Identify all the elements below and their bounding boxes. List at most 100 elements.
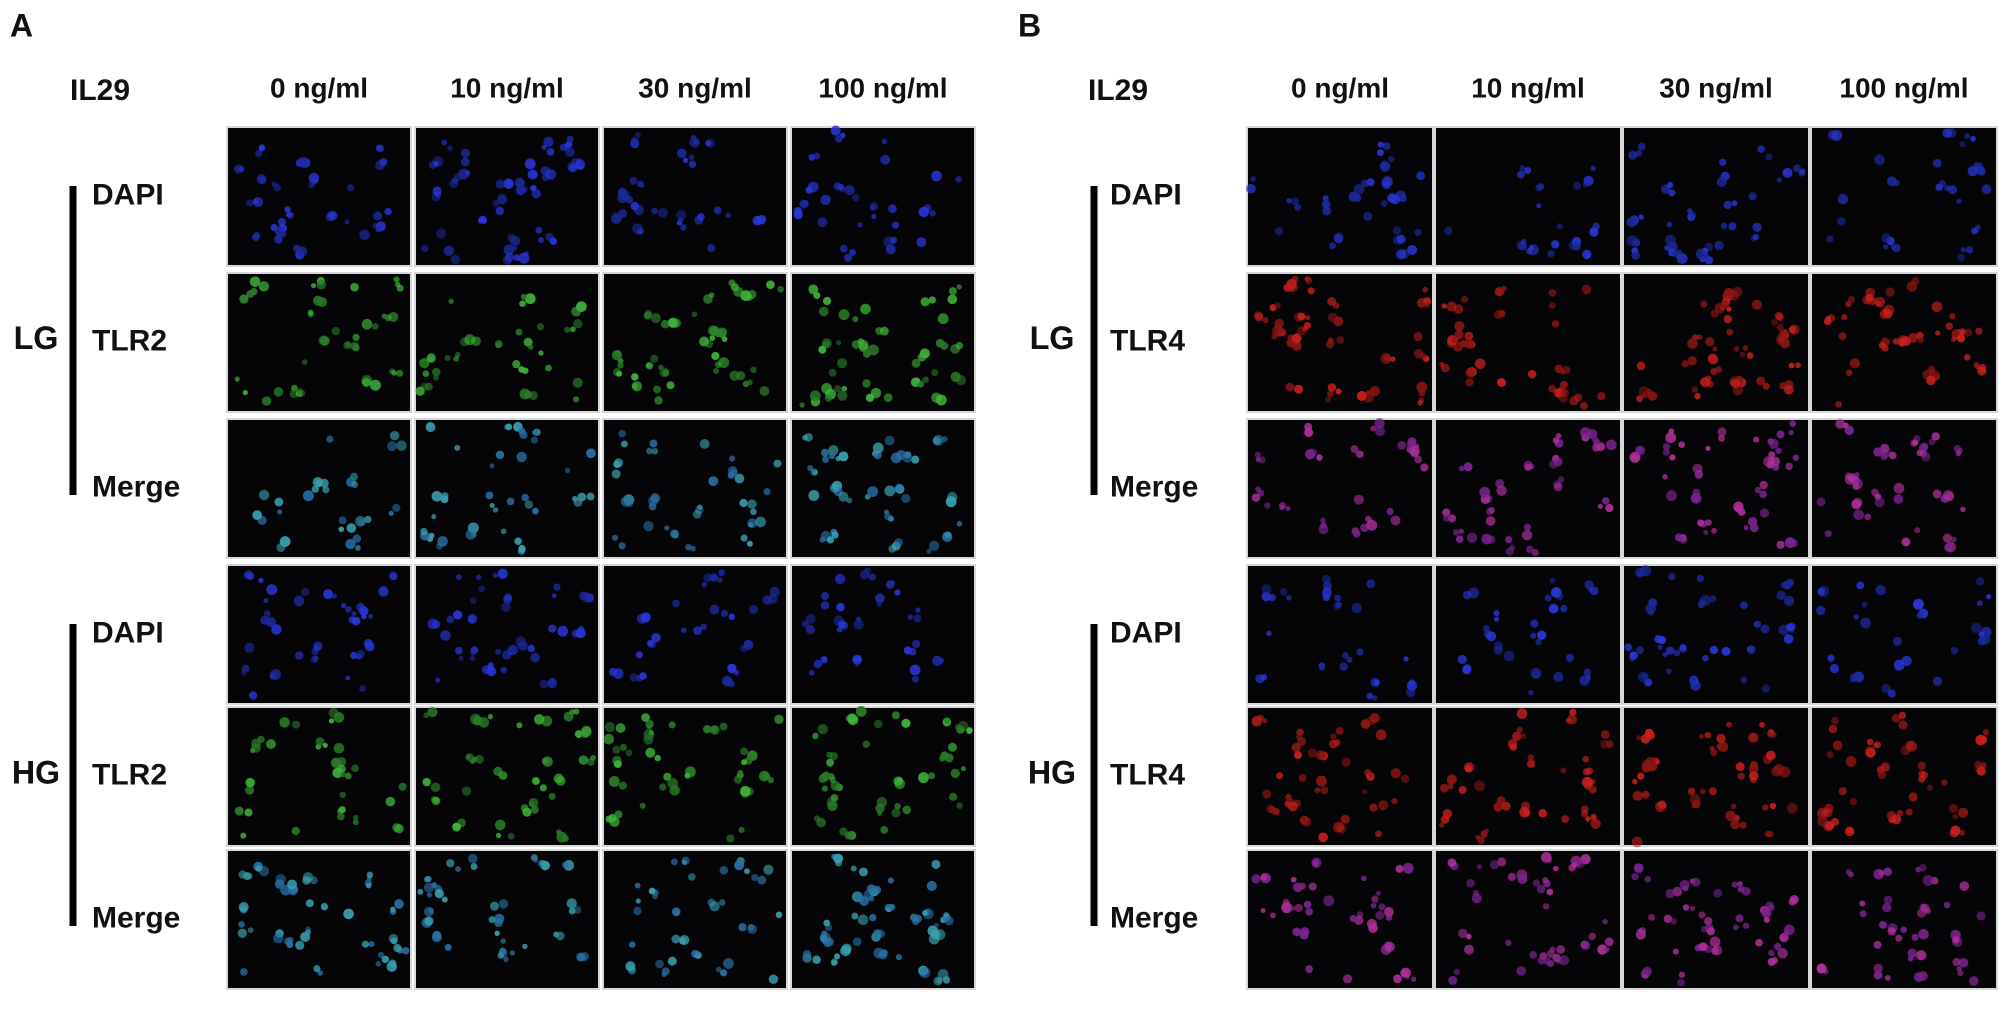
- cell-nucleus: [1583, 668, 1592, 676]
- cell-nucleus: [1254, 451, 1261, 458]
- cell-nucleus: [1458, 465, 1465, 472]
- cell-nucleus: [1842, 422, 1849, 429]
- cell-nucleus: [487, 713, 494, 720]
- cell-nucleus: [361, 940, 369, 948]
- cell-nucleus: [1380, 163, 1388, 172]
- cell-nucleus: [1458, 528, 1464, 534]
- cell-nucleus: [1847, 296, 1856, 304]
- cell-nucleus: [352, 819, 359, 826]
- cell-nucleus: [657, 207, 668, 218]
- cell-nucleus: [271, 624, 282, 635]
- cell-nucleus: [651, 447, 659, 455]
- cell-nucleus: [1964, 133, 1970, 139]
- cell-nucleus: [390, 906, 396, 912]
- cell-nucleus: [1302, 817, 1312, 827]
- cell-nucleus: [746, 540, 753, 547]
- cell-nucleus: [1845, 869, 1852, 876]
- cell-nucleus: [1458, 785, 1467, 794]
- cell-nucleus: [1548, 603, 1559, 614]
- cell-nucleus: [1569, 396, 1579, 406]
- cell-nucleus: [1555, 433, 1562, 439]
- cell-nucleus: [443, 245, 455, 257]
- cell-nucleus: [769, 586, 780, 598]
- cell-nucleus: [396, 369, 404, 377]
- cell-nucleus: [333, 742, 345, 754]
- cell-nucleus: [545, 364, 552, 372]
- cell-nucleus: [1731, 881, 1738, 888]
- cell-nucleus: [1756, 376, 1766, 386]
- row-label: DAPI: [92, 178, 164, 211]
- micrograph-image: [604, 566, 786, 703]
- cell-nucleus: [1342, 652, 1349, 659]
- cell-nucleus: [1838, 332, 1847, 341]
- cell-nucleus: [818, 306, 829, 317]
- cell-nucleus: [809, 390, 821, 402]
- cell-nucleus: [1274, 227, 1284, 236]
- cell-nucleus: [1503, 650, 1515, 662]
- cell-nucleus: [1266, 630, 1272, 637]
- cell-nucleus: [943, 912, 950, 918]
- cell-nucleus: [612, 668, 624, 679]
- cell-nucleus: [524, 500, 534, 509]
- micrograph: [1434, 706, 1622, 847]
- cell-nucleus: [933, 922, 939, 928]
- cell-nucleus: [629, 176, 638, 185]
- cell-nucleus: [1640, 565, 1652, 577]
- micrograph: [602, 126, 788, 267]
- cell-nucleus: [1361, 875, 1367, 882]
- cell-nucleus: [1742, 345, 1749, 351]
- cell-nucleus: [881, 138, 888, 145]
- cell-nucleus: [829, 483, 839, 493]
- cell-nucleus: [586, 449, 593, 455]
- cell-nucleus: [625, 749, 633, 757]
- cell-nucleus: [692, 510, 702, 519]
- cell-nucleus: [1386, 507, 1394, 516]
- cell-nucleus: [270, 224, 278, 231]
- cell-nucleus: [510, 235, 521, 246]
- micrograph: [1246, 418, 1434, 559]
- cell-nucleus: [1976, 766, 1986, 776]
- cell-nucleus: [519, 300, 526, 308]
- cell-nucleus: [1255, 456, 1261, 462]
- cell-nucleus: [744, 868, 750, 875]
- cell-nucleus: [1468, 587, 1480, 599]
- cell-nucleus: [818, 345, 827, 354]
- row-label: TLR2: [92, 324, 167, 357]
- cell-nucleus: [530, 652, 540, 663]
- cell-nucleus: [708, 292, 715, 298]
- cell-nucleus: [515, 328, 523, 336]
- cell-nucleus: [1692, 463, 1703, 474]
- cell-nucleus: [1967, 166, 1978, 177]
- cell-nucleus: [857, 914, 869, 926]
- cell-nucleus: [495, 648, 502, 655]
- cell-nucleus: [345, 772, 352, 780]
- micrograph: [414, 126, 600, 267]
- cell-nucleus: [955, 341, 964, 350]
- cell-nucleus: [505, 423, 513, 431]
- cell-nucleus: [733, 775, 743, 784]
- cell-nucleus: [252, 510, 263, 520]
- cell-nucleus: [1970, 135, 1976, 142]
- cell-nucleus: [434, 889, 444, 899]
- micrograph: [226, 126, 412, 267]
- cell-nucleus: [1640, 734, 1651, 744]
- cell-nucleus: [1262, 789, 1272, 799]
- cell-nucleus: [527, 169, 538, 180]
- cell-nucleus: [1548, 459, 1559, 469]
- cell-nucleus: [1580, 401, 1589, 410]
- cell-nucleus: [336, 757, 347, 767]
- cell-nucleus: [828, 452, 836, 460]
- cell-nucleus: [648, 495, 659, 506]
- cell-nucleus: [913, 614, 922, 623]
- cell-nucleus: [1377, 149, 1384, 157]
- cell-nucleus: [1635, 446, 1643, 454]
- cell-nucleus: [1402, 862, 1414, 874]
- cell-nucleus: [1769, 802, 1777, 810]
- cell-nucleus: [557, 625, 569, 637]
- cell-nucleus: [1292, 927, 1302, 937]
- cell-nucleus: [578, 755, 589, 765]
- cell-nucleus: [495, 450, 505, 460]
- cell-nucleus: [714, 206, 721, 212]
- cell-nucleus: [1631, 872, 1639, 881]
- cell-nucleus: [1915, 866, 1922, 873]
